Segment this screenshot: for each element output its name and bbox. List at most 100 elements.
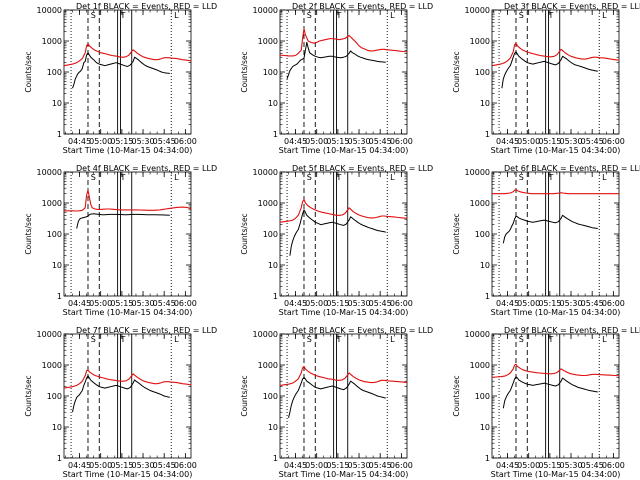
y-tick-label: 10 — [268, 423, 278, 432]
x-tick-label: 05:00 — [517, 137, 540, 146]
segment-label: L — [390, 11, 395, 20]
x-tick-label: 05:15 — [110, 461, 133, 470]
x-tick-label: 05:00 — [305, 299, 328, 308]
y-tick-label: 10000 — [465, 168, 490, 177]
x-tick-label: 05:45 — [153, 299, 176, 308]
panel-title: Det 4f BLACK = Events, RED = LLD — [76, 164, 217, 173]
x-tick-label: 05:45 — [581, 137, 604, 146]
series-line-events — [288, 376, 386, 418]
y-axis-label: Counts/sec — [452, 51, 461, 92]
segment-label: T — [547, 11, 553, 20]
x-tick-label: 05:15 — [538, 137, 561, 146]
y-tick-label: 1000 — [470, 361, 490, 370]
x-tick-label: 05:45 — [581, 461, 604, 470]
series-line-lld — [279, 365, 408, 386]
panel-title: Det 3f BLACK = Events, RED = LLD — [504, 2, 640, 11]
x-tick-label: 04:45 — [496, 461, 519, 470]
x-tick-label: 05:30 — [559, 137, 582, 146]
y-tick-label: 1 — [57, 454, 62, 463]
x-axis-label: Start Time (10-Mar-15 04:34:00) — [63, 470, 193, 479]
series-line-events — [502, 214, 598, 244]
y-axis-label: Counts/sec — [240, 51, 249, 92]
x-tick-label: 05:45 — [153, 137, 176, 146]
x-tick-label: 06:00 — [174, 137, 197, 146]
x-tick-label: 05:15 — [110, 137, 133, 146]
panel-title: Det 1f BLACK = Events, RED = LLD — [76, 2, 217, 11]
y-tick-label: 1 — [273, 454, 278, 463]
x-axis-label: Start Time (10-Mar-15 04:34:00) — [63, 308, 193, 317]
x-tick-label: 05:30 — [347, 137, 370, 146]
x-tick-label: 04:45 — [284, 299, 307, 308]
segment-label: L — [390, 173, 395, 182]
x-tick-label: 05:30 — [131, 299, 154, 308]
series-line-lld — [492, 189, 619, 195]
x-tick-label: 05:15 — [110, 299, 133, 308]
panel-title: Det 7f BLACK = Events, RED = LLD — [76, 326, 217, 335]
segment-label: T — [335, 11, 341, 20]
x-tick-label: 05:30 — [131, 137, 154, 146]
plot-frame — [279, 333, 408, 459]
y-tick-label: 10000 — [37, 330, 62, 339]
series-line-events — [72, 375, 170, 413]
segment-label: T — [119, 173, 125, 182]
plot-frame — [491, 9, 620, 135]
x-tick-label: 05:30 — [559, 461, 582, 470]
plot-frame — [63, 9, 192, 135]
plot-frame — [279, 171, 408, 297]
y-tick-label: 10 — [480, 423, 490, 432]
y-tick-label: 10 — [52, 99, 62, 108]
y-tick-label: 1000 — [258, 361, 278, 370]
y-tick-label: 1000 — [470, 199, 490, 208]
x-tick-label: 04:45 — [284, 137, 307, 146]
segment-label: T — [335, 173, 341, 182]
segment-label: T — [547, 173, 553, 182]
segment-label: S — [91, 11, 96, 20]
segment-label: L — [602, 335, 607, 344]
x-tick-label: 05:45 — [369, 299, 392, 308]
segment-label: S — [91, 173, 96, 182]
series-line-lld — [279, 28, 408, 57]
x-tick-label: 05:30 — [347, 461, 370, 470]
y-tick-label: 10000 — [253, 6, 278, 15]
y-axis-label: Counts/sec — [24, 213, 33, 254]
segment-label: L — [174, 335, 179, 344]
series-line-lld — [63, 43, 192, 67]
plot-frame — [63, 333, 192, 459]
y-tick-label: 1000 — [42, 361, 62, 370]
x-tick-label: 05:15 — [538, 461, 561, 470]
series-line-events — [72, 52, 170, 89]
x-axis-label: Start Time (10-Mar-15 04:34:00) — [491, 146, 621, 155]
x-tick-label: 04:45 — [284, 461, 307, 470]
x-tick-label: 05:00 — [89, 461, 112, 470]
panel-title: Det 5f BLACK = Events, RED = LLD — [292, 164, 433, 173]
series-line-events — [76, 213, 170, 229]
plot-frame — [63, 171, 192, 297]
y-tick-label: 100 — [475, 392, 490, 401]
y-tick-label: 100 — [263, 68, 278, 77]
y-tick-label: 100 — [47, 68, 62, 77]
x-axis-label: Start Time (10-Mar-15 04:34:00) — [491, 470, 621, 479]
x-tick-label: 05:00 — [305, 137, 328, 146]
y-tick-label: 10000 — [253, 168, 278, 177]
y-tick-label: 1 — [485, 130, 490, 139]
segment-label: L — [174, 11, 179, 20]
y-tick-label: 100 — [475, 230, 490, 239]
y-axis-label: Counts/sec — [452, 213, 461, 254]
panel-title: Det 6f BLACK = Events, RED = LLD — [504, 164, 640, 173]
y-tick-label: 1 — [273, 292, 278, 301]
y-tick-label: 1000 — [42, 199, 62, 208]
x-tick-label: 05:15 — [326, 299, 349, 308]
x-axis-label: Start Time (10-Mar-15 04:34:00) — [491, 308, 621, 317]
x-tick-label: 04:45 — [496, 137, 519, 146]
x-tick-label: 04:45 — [68, 299, 91, 308]
x-tick-label: 05:00 — [517, 299, 540, 308]
y-tick-label: 100 — [47, 230, 62, 239]
y-tick-label: 10000 — [465, 6, 490, 15]
